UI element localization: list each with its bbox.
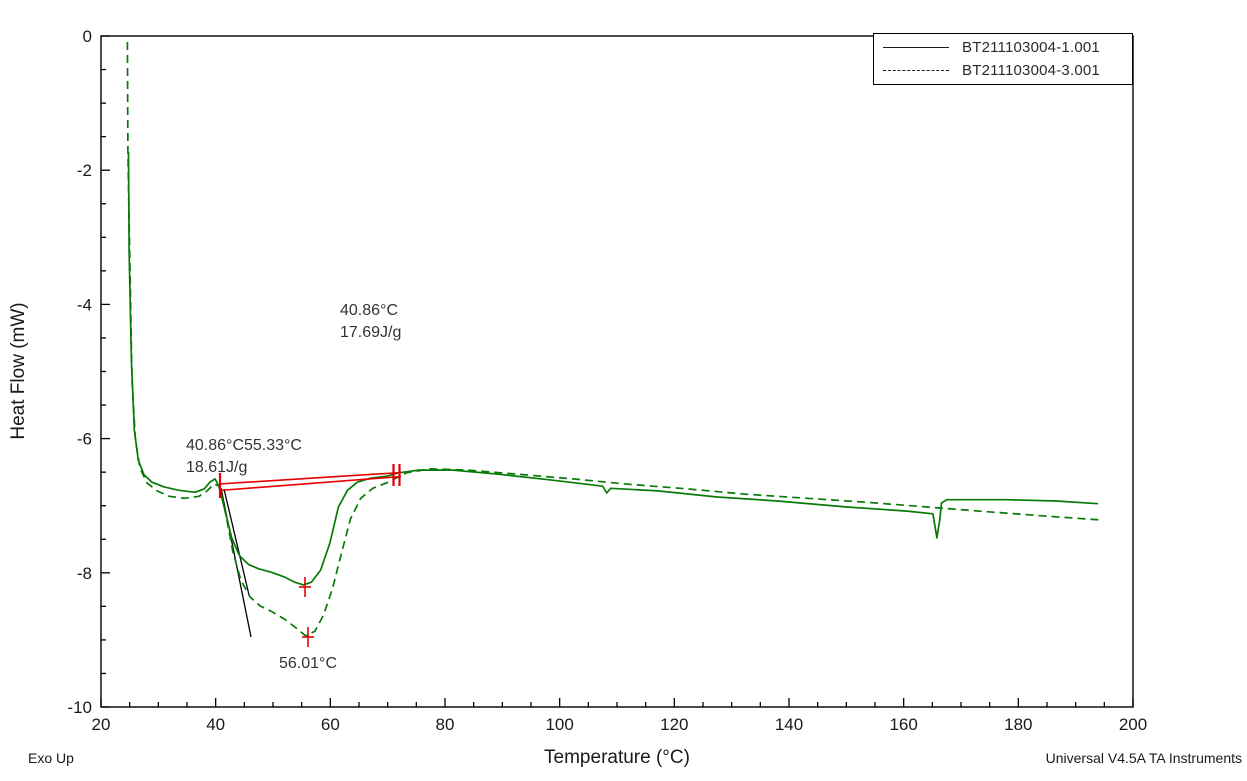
x-tick-label: 200 — [1119, 715, 1147, 734]
y-tick-label: -4 — [77, 295, 92, 314]
dashed-line-sample — [883, 70, 949, 71]
x-tick-label: 40 — [206, 715, 225, 734]
y-tick-label: -6 — [77, 430, 92, 449]
legend-label: BT211103004-3.001 — [962, 62, 1100, 79]
x-tick-label: 160 — [889, 715, 917, 734]
annotation-peak-temp-dashed: 56.01°C — [279, 655, 337, 672]
x-tick-label: 180 — [1004, 715, 1032, 734]
y-tick-label: -10 — [67, 698, 92, 717]
legend-box: BT211103004-1.001 BT211103004-3.001 — [873, 33, 1133, 85]
y-tick-label: -8 — [77, 564, 92, 583]
instrument-credit-label: Universal V4.5A TA Instruments — [1045, 750, 1242, 766]
x-tick-label: 80 — [436, 715, 455, 734]
onset-tangent-line — [223, 488, 250, 596]
legend-label: BT211103004-1.001 — [962, 39, 1100, 56]
y-axis-title: Heat Flow (mW) — [8, 302, 29, 440]
curve-solid — [127, 152, 1099, 586]
legend-entry-solid: BT211103004-1.001 — [874, 37, 1132, 58]
plot-border — [100, 35, 1134, 708]
x-tick-label: 120 — [660, 715, 688, 734]
integration-baseline — [218, 475, 402, 492]
x-tick-label: 60 — [321, 715, 340, 734]
exo-up-label: Exo Up — [28, 750, 74, 766]
integration-baseline — [218, 471, 402, 485]
x-tick-label: 100 — [545, 715, 573, 734]
x-axis-title: Temperature (°C) — [544, 747, 690, 768]
legend-entry-dashed: BT211103004-3.001 — [874, 60, 1132, 81]
y-tick-label: 0 — [83, 27, 92, 46]
annotation-integration-2: 40.86°C55.33°C 18.61J/g — [186, 437, 302, 476]
x-tick-label: 20 — [92, 715, 111, 734]
y-tick-label: -2 — [77, 161, 92, 180]
curve-dashed — [126, 41, 1099, 637]
annotation-integration-1: 40.86°C 17.69J/g — [340, 302, 402, 341]
solid-line-sample — [883, 47, 949, 48]
x-tick-label: 140 — [775, 715, 803, 734]
